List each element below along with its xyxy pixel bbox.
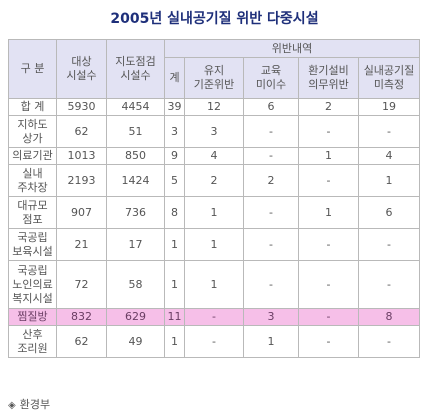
cell-inspected: 629	[106, 308, 165, 326]
cell-inspected: 736	[106, 196, 165, 229]
header-not-measured: 실내공기질 미측정	[358, 57, 420, 99]
cell-total: 1	[164, 260, 185, 309]
header-target-facilities: 대상 시설수	[56, 39, 107, 99]
cell-category: 대규모 점포	[8, 196, 57, 229]
cell-training: 3	[243, 308, 299, 326]
cell-ventilation: -	[298, 308, 359, 326]
cell-category: 산후 조리원	[8, 325, 57, 358]
cell-training: -	[243, 115, 299, 148]
cell-maintenance: 1	[184, 196, 244, 229]
cell-measurement: -	[358, 115, 420, 148]
cell-target: 1013	[56, 147, 107, 165]
cell-maintenance: -	[184, 308, 244, 326]
header-row-top: 구 분 대상 시설수 지도점검 시설수 위반내역	[8, 38, 420, 99]
cell-maintenance: 1	[184, 260, 244, 309]
cell-inspected: 51	[106, 115, 165, 148]
cell-training: 2	[243, 164, 299, 197]
cell-total: 9	[164, 147, 185, 165]
cell-total: 1	[164, 325, 185, 358]
cell-maintenance: 4	[184, 147, 244, 165]
cell-ventilation: 1	[298, 196, 359, 229]
cell-maintenance: -	[184, 325, 244, 358]
diamond-icon: ◈	[8, 400, 16, 411]
cell-measurement: 8	[358, 308, 420, 326]
cell-total: 5	[164, 164, 185, 197]
cell-inspected: 17	[106, 228, 165, 261]
cell-target: 5930	[56, 98, 107, 116]
cell-training: -	[243, 228, 299, 261]
cell-inspected: 4454	[106, 98, 165, 116]
cell-ventilation: -	[298, 325, 359, 358]
cell-ventilation: -	[298, 260, 359, 309]
cell-inspected: 850	[106, 147, 165, 165]
page-title: 2005년 실내공기질 위반 다중시설	[110, 11, 319, 27]
cell-training: -	[243, 196, 299, 229]
cell-category: 실내 주차장	[8, 164, 57, 197]
table-row: 지하도 상가 62 51 3 3- - -	[8, 115, 420, 148]
cell-training: -	[243, 260, 299, 309]
cell-training: -	[243, 147, 299, 165]
table-row: 대규모 점포 907 736 8 1-1 6	[8, 196, 420, 229]
cell-target: 72	[56, 260, 107, 309]
header-total: 계	[164, 57, 185, 99]
cell-maintenance: 2	[184, 164, 244, 197]
cell-measurement: 4	[358, 147, 420, 165]
source-note: ◈ 환경부	[8, 396, 50, 412]
cell-ventilation: -	[298, 115, 359, 148]
violations-table: 구 분 대상 시설수 지도점검 시설수 위반내역 계 유지 기준위반 교육 미이…	[8, 38, 420, 358]
cell-total: 39	[164, 98, 185, 116]
cell-ventilation: 1	[298, 147, 359, 165]
cell-target: 907	[56, 196, 107, 229]
header-violations: 위반내역	[164, 38, 420, 59]
cell-measurement: 19	[358, 98, 420, 116]
cell-measurement: -	[358, 228, 420, 261]
cell-target: 62	[56, 115, 107, 148]
cell-inspected: 1424	[106, 164, 165, 197]
cell-total: 1	[164, 228, 185, 261]
cell-category: 국공립 보육시설	[8, 228, 57, 261]
cell-training: 1	[243, 325, 299, 358]
table-row: 찜질방 832 629 11-3-8	[8, 308, 420, 326]
cell-measurement: 6	[358, 196, 420, 229]
cell-maintenance: 12	[184, 98, 244, 116]
cell-category: 찜질방	[8, 308, 57, 326]
cell-category: 지하도 상가	[8, 115, 57, 148]
cell-ventilation: -	[298, 164, 359, 197]
header-no-training: 교육 미이수	[243, 57, 299, 99]
cell-inspected: 49	[106, 325, 165, 358]
cell-measurement: -	[358, 260, 420, 309]
cell-maintenance: 3	[184, 115, 244, 148]
header-row-sub: 계 유지 기준위반 교육 미이수 환기설비 의무위반 실내공기질 미측정	[9, 57, 420, 99]
cell-training: 6	[243, 98, 299, 116]
cell-target: 62	[56, 325, 107, 358]
cell-total: 11	[164, 308, 185, 326]
table-row: 실내 주차장 2193 1424 5 2 2-1	[8, 164, 420, 197]
cell-target: 2193	[56, 164, 107, 197]
cell-measurement: 1	[358, 164, 420, 197]
cell-measurement: -	[358, 325, 420, 358]
table-row: 의료기관 1013 850 9 4-1 4	[8, 147, 420, 165]
cell-category: 국공립 노인의료 복지시설	[8, 260, 57, 309]
source-label: 환경부	[19, 398, 51, 411]
cell-inspected: 58	[106, 260, 165, 309]
cell-target: 832	[56, 308, 107, 326]
cell-category: 합 계	[8, 98, 57, 116]
table-row: 합 계 5930 4454 39 12 6 2 19	[8, 98, 420, 116]
cell-ventilation: -	[298, 228, 359, 261]
header-inspected-facilities: 지도점검 시설수	[106, 39, 165, 99]
table-row: 산후 조리원 62 49 1-1- -	[8, 325, 420, 358]
table-row: 국공립 노인의료 복지시설 72 58 1 1- - -	[8, 260, 420, 309]
cell-maintenance: 1	[184, 228, 244, 261]
cell-ventilation: 2	[298, 98, 359, 116]
header-ventilation-violation: 환기설비 의무위반	[298, 57, 359, 99]
table-row: 국공립 보육시설 21 17 1 1- - -	[8, 228, 420, 261]
cell-total: 8	[164, 196, 185, 229]
cell-total: 3	[164, 115, 185, 148]
header-maintenance-violation: 유지 기준위반	[184, 57, 244, 99]
cell-target: 21	[56, 228, 107, 261]
header-category: 구 분	[8, 39, 57, 99]
cell-category: 의료기관	[8, 147, 57, 165]
